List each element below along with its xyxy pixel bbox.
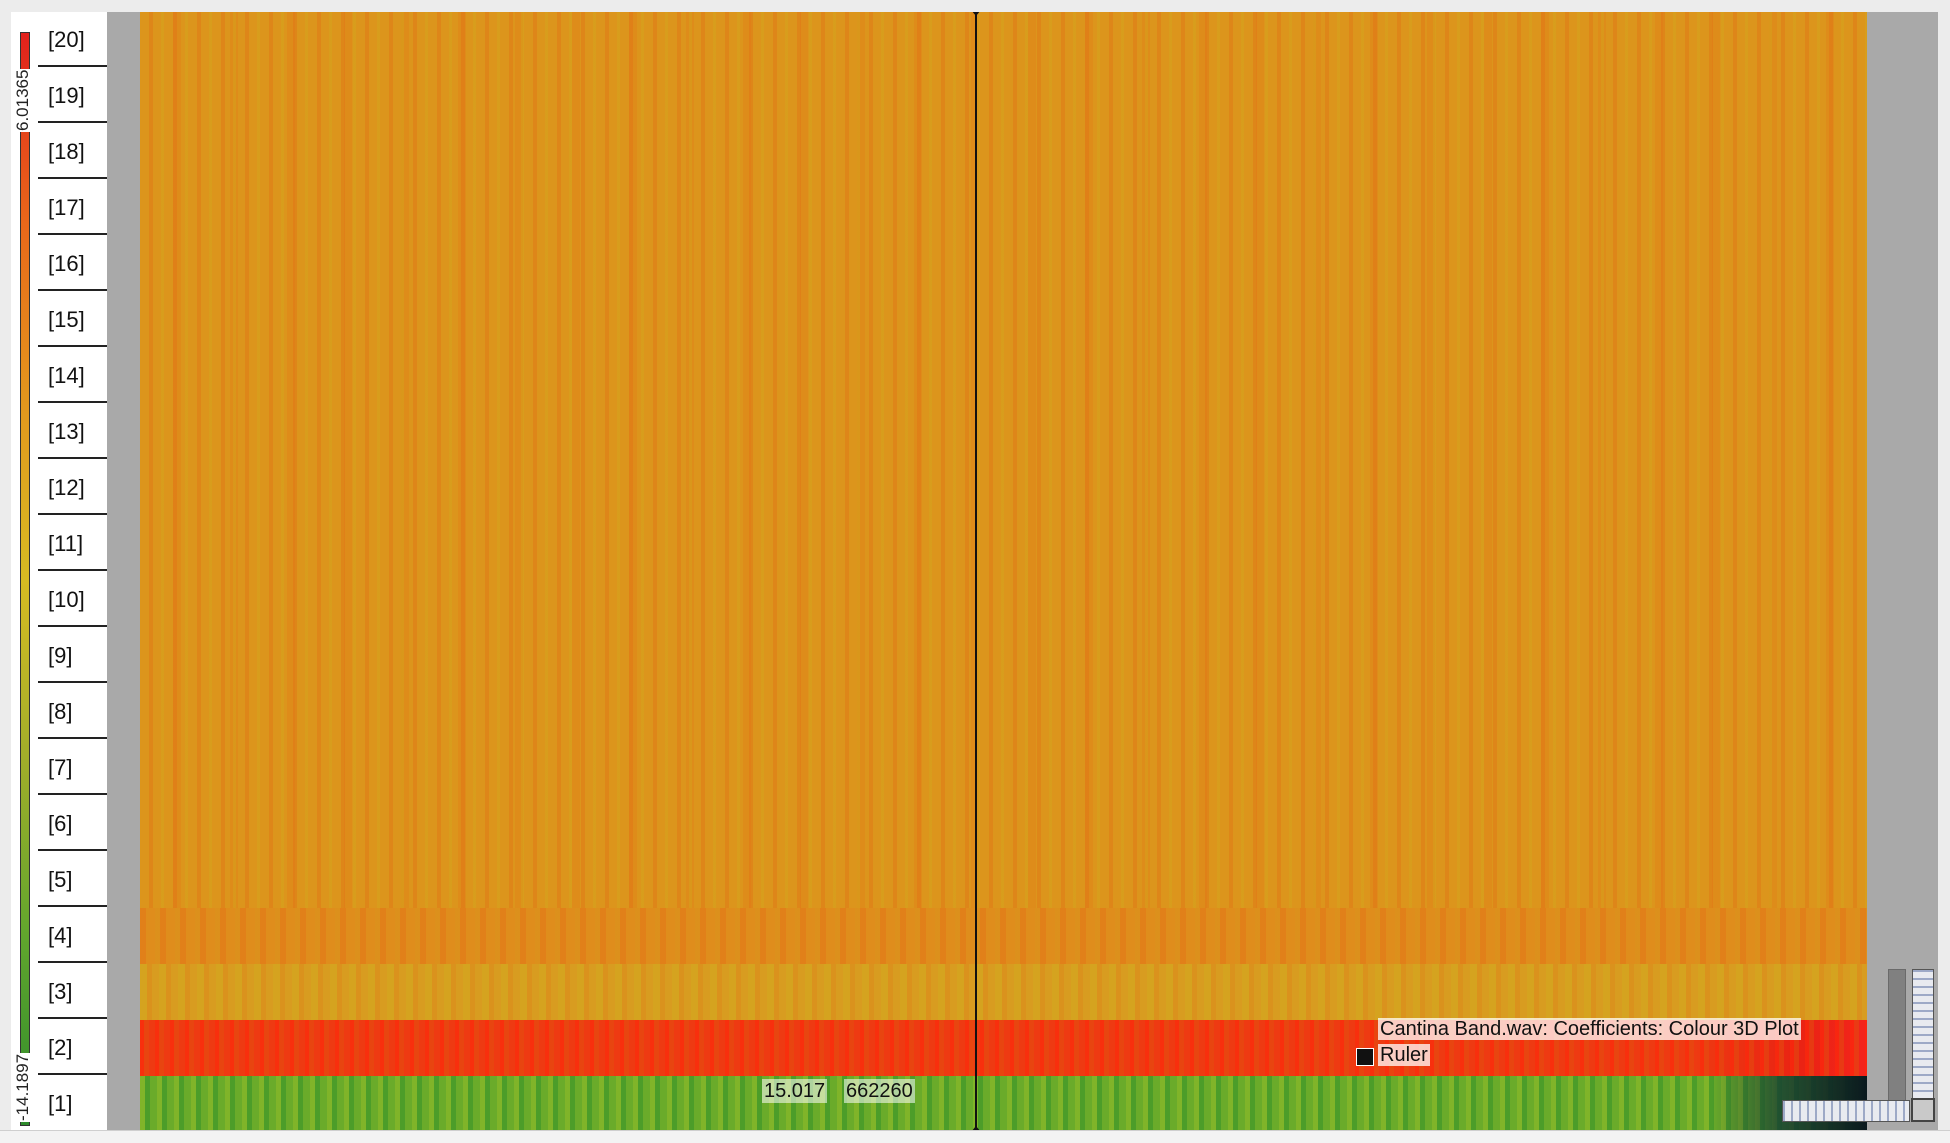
vertical-zoom-wheel[interactable] xyxy=(1912,969,1934,1099)
bin-band-3 xyxy=(140,964,1867,1020)
zoom-reset-button[interactable] xyxy=(1911,1098,1935,1122)
bin-label-16: [16] xyxy=(38,236,107,291)
colour-3d-plot-canvas[interactable] xyxy=(140,12,1867,1130)
bin-label-4: [4] xyxy=(38,908,107,963)
playhead-time-readout: 15.017 xyxy=(762,1079,828,1103)
vertical-zoom-thumb[interactable] xyxy=(1888,969,1906,1109)
bin-band-1 xyxy=(140,1076,1867,1130)
bin-label-18: [18] xyxy=(38,124,107,179)
bin-label-2: [2] xyxy=(38,1020,107,1075)
bin-axis: [20] [19] [18] [17] [16] [15] [14] [13] … xyxy=(38,12,107,1130)
playhead-frame-readout: 662260 xyxy=(844,1079,915,1103)
layer-legend: Cantina Band.wav: Coefficients: Colour 3… xyxy=(1210,1016,1801,1068)
bin-label-12: [12] xyxy=(38,460,107,515)
colour-scale-bar xyxy=(20,32,30,1126)
bin-label-14: [14] xyxy=(38,348,107,403)
legend-ruler-label: Ruler xyxy=(1378,1044,1430,1066)
playhead-line[interactable] xyxy=(971,12,981,1130)
bin-label-6: [6] xyxy=(38,796,107,851)
bin-label-8: [8] xyxy=(38,684,107,739)
playhead-bottom-marker-icon xyxy=(971,1126,981,1130)
legend-layer-name: Cantina Band.wav: Coefficients: Colour 3… xyxy=(1378,1018,1801,1040)
bin-label-19: [19] xyxy=(38,68,107,123)
bin-label-15: [15] xyxy=(38,292,107,347)
legend-layer-row: Cantina Band.wav: Coefficients: Colour 3… xyxy=(1210,1016,1801,1042)
bin-label-9: [9] xyxy=(38,628,107,683)
bin-label-17: [17] xyxy=(38,180,107,235)
ruler-swatch-icon xyxy=(1356,1048,1374,1066)
bin-label-20: [20] xyxy=(38,12,107,67)
horizontal-zoom-wheel[interactable] xyxy=(1782,1100,1910,1122)
bin-label-13: [13] xyxy=(38,404,107,459)
bin-label-7: [7] xyxy=(38,740,107,795)
bin-label-11: [11] xyxy=(38,516,107,571)
bin-label-10: [10] xyxy=(38,572,107,627)
legend-ruler-row: Ruler xyxy=(1210,1042,1801,1068)
bin-label-3: [3] xyxy=(38,964,107,1019)
bottom-status-strip xyxy=(0,1130,1950,1143)
colour-scale-max-label: 6.01365 xyxy=(13,68,32,132)
left-margin-strip xyxy=(107,12,140,1130)
bin-label-5: [5] xyxy=(38,852,107,907)
colour-scale-panel: 6.01365 -14.1897 xyxy=(11,12,38,1130)
right-margin-strip xyxy=(1867,12,1938,1130)
bin-label-1: [1] xyxy=(48,1091,73,1116)
colour-scale-min-label: -14.1897 xyxy=(13,1052,32,1122)
playhead-top-marker-icon xyxy=(971,12,981,16)
bin-band-4 xyxy=(140,908,1867,964)
